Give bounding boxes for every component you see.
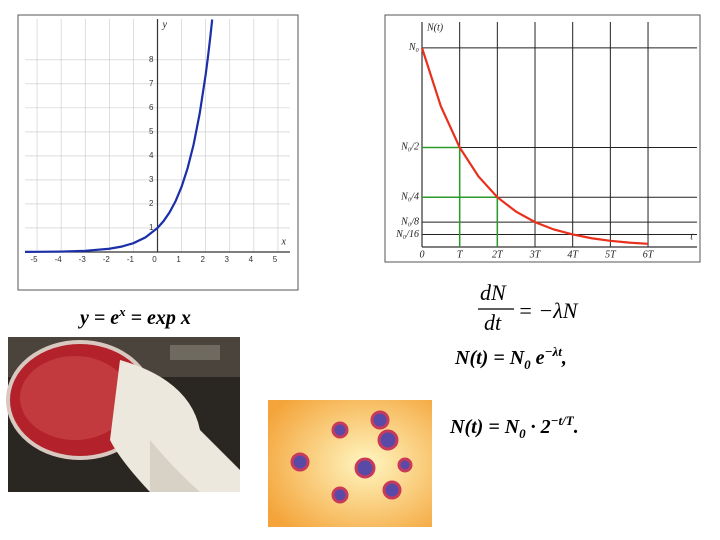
y-axis-label: y xyxy=(162,19,168,30)
formula-numerator: dN xyxy=(480,280,507,305)
formula-denominator: dt xyxy=(484,310,502,335)
y-tick-label: 8 xyxy=(149,55,154,64)
x-tick-label: 2 xyxy=(200,255,205,264)
y-tick-label: 7 xyxy=(149,79,154,88)
y-tick-label: 1 xyxy=(149,223,154,232)
x-tick-label: -2 xyxy=(103,255,111,264)
x-tick-label: 5T xyxy=(605,249,617,260)
y-tick-label: N₀/8 xyxy=(400,216,419,227)
x-tick-label: 5 xyxy=(273,255,278,264)
chart-frame xyxy=(384,14,701,263)
data-line xyxy=(24,19,214,254)
y-tick-label: 4 xyxy=(149,151,154,160)
y-tick-label: N₀/4 xyxy=(400,192,419,203)
y-tick-label: N₀/16 xyxy=(395,229,419,240)
y-tick-label: 2 xyxy=(149,199,154,208)
x-tick-label: 4 xyxy=(249,255,254,264)
formula-rhs: = −λN xyxy=(518,298,579,323)
x-tick-label: 2T xyxy=(492,249,504,260)
x-tick-label: 0 xyxy=(420,249,425,260)
formula-decay: N(t) = N0 e−λt, xyxy=(454,344,567,372)
x-axis-label: t xyxy=(690,231,693,242)
x-tick-label: 3T xyxy=(529,249,542,260)
x-tick-label: 0 xyxy=(152,255,157,264)
x-tick-label: 1 xyxy=(176,255,181,264)
y-tick-label: 6 xyxy=(149,103,154,112)
x-tick-label: 3 xyxy=(225,255,230,264)
y-tick-label: N₀/2 xyxy=(400,142,419,153)
x-tick-label: 6T xyxy=(643,249,655,260)
formula-half-life: N(t) = N0 · 2−t/T. xyxy=(449,413,579,441)
x-tick-label: -4 xyxy=(55,255,63,264)
x-tick-label: T xyxy=(457,249,464,260)
x-tick-label: -1 xyxy=(127,255,135,264)
formula-exp: y = ex = exp x xyxy=(78,304,191,329)
x-axis-label: x xyxy=(281,236,287,247)
illustration-nuclear-decay xyxy=(268,400,432,527)
y-tick-label: 5 xyxy=(149,127,154,136)
x-tick-label: 4T xyxy=(567,249,579,260)
y-tick-label: 3 xyxy=(149,175,154,184)
photo-petri-dish xyxy=(6,337,240,492)
y-tick-label: N₀ xyxy=(408,42,420,53)
x-tick-label: -5 xyxy=(30,255,38,264)
y-axis-label: N(t) xyxy=(426,22,444,33)
x-tick-label: -3 xyxy=(79,255,87,264)
data-line xyxy=(420,47,649,245)
